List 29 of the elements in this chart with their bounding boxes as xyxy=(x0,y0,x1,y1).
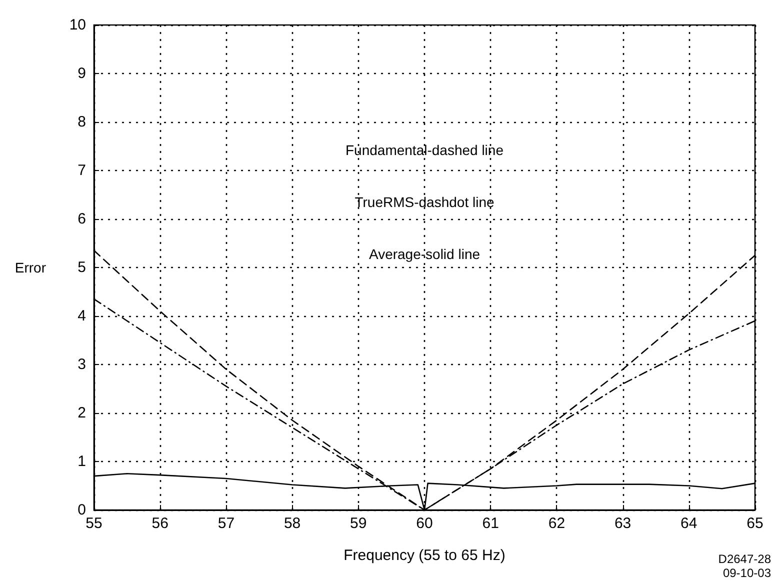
x-tick-label: 59 xyxy=(350,515,367,532)
x-tick-label: 60 xyxy=(416,515,433,532)
y-tick-label: 3 xyxy=(78,356,86,373)
text: D2647-28 xyxy=(718,552,772,566)
x-tick-label: 63 xyxy=(614,515,632,532)
annotation: Fundamental-dashed line xyxy=(346,142,504,158)
x-tick-label: 58 xyxy=(284,515,301,532)
y-tick-label: 1 xyxy=(78,453,86,470)
y-tick-label: 6 xyxy=(78,210,86,228)
x-tick-label: 57 xyxy=(218,515,235,532)
x-tick-label: 55 xyxy=(86,515,102,532)
y-tick-label: 10 xyxy=(69,16,86,34)
text: 09-10-03 xyxy=(722,566,772,580)
y-tick-label: 2 xyxy=(78,404,86,422)
annotation: Average-solid line xyxy=(368,246,480,262)
x-tick-label: 65 xyxy=(746,515,764,532)
y-tick-label: 8 xyxy=(78,114,86,130)
y-tick-label: 9 xyxy=(78,65,86,82)
x-tick-label: 56 xyxy=(152,515,168,532)
x-tick-label: 62 xyxy=(548,515,566,532)
y-axis-title: Error xyxy=(14,260,46,276)
y-tick-label: 7 xyxy=(78,162,86,179)
annotation: TrueRMS-dashdot line xyxy=(354,194,494,210)
y-tick-label: 0 xyxy=(78,502,86,518)
x-tick-label: 61 xyxy=(482,515,499,532)
x-tick-label: 64 xyxy=(680,515,698,532)
y-tick-label: 5 xyxy=(78,259,86,276)
y-tick-label: 4 xyxy=(78,308,86,324)
x-axis-title: Frequency (55 to 65 Hz) xyxy=(344,547,506,564)
